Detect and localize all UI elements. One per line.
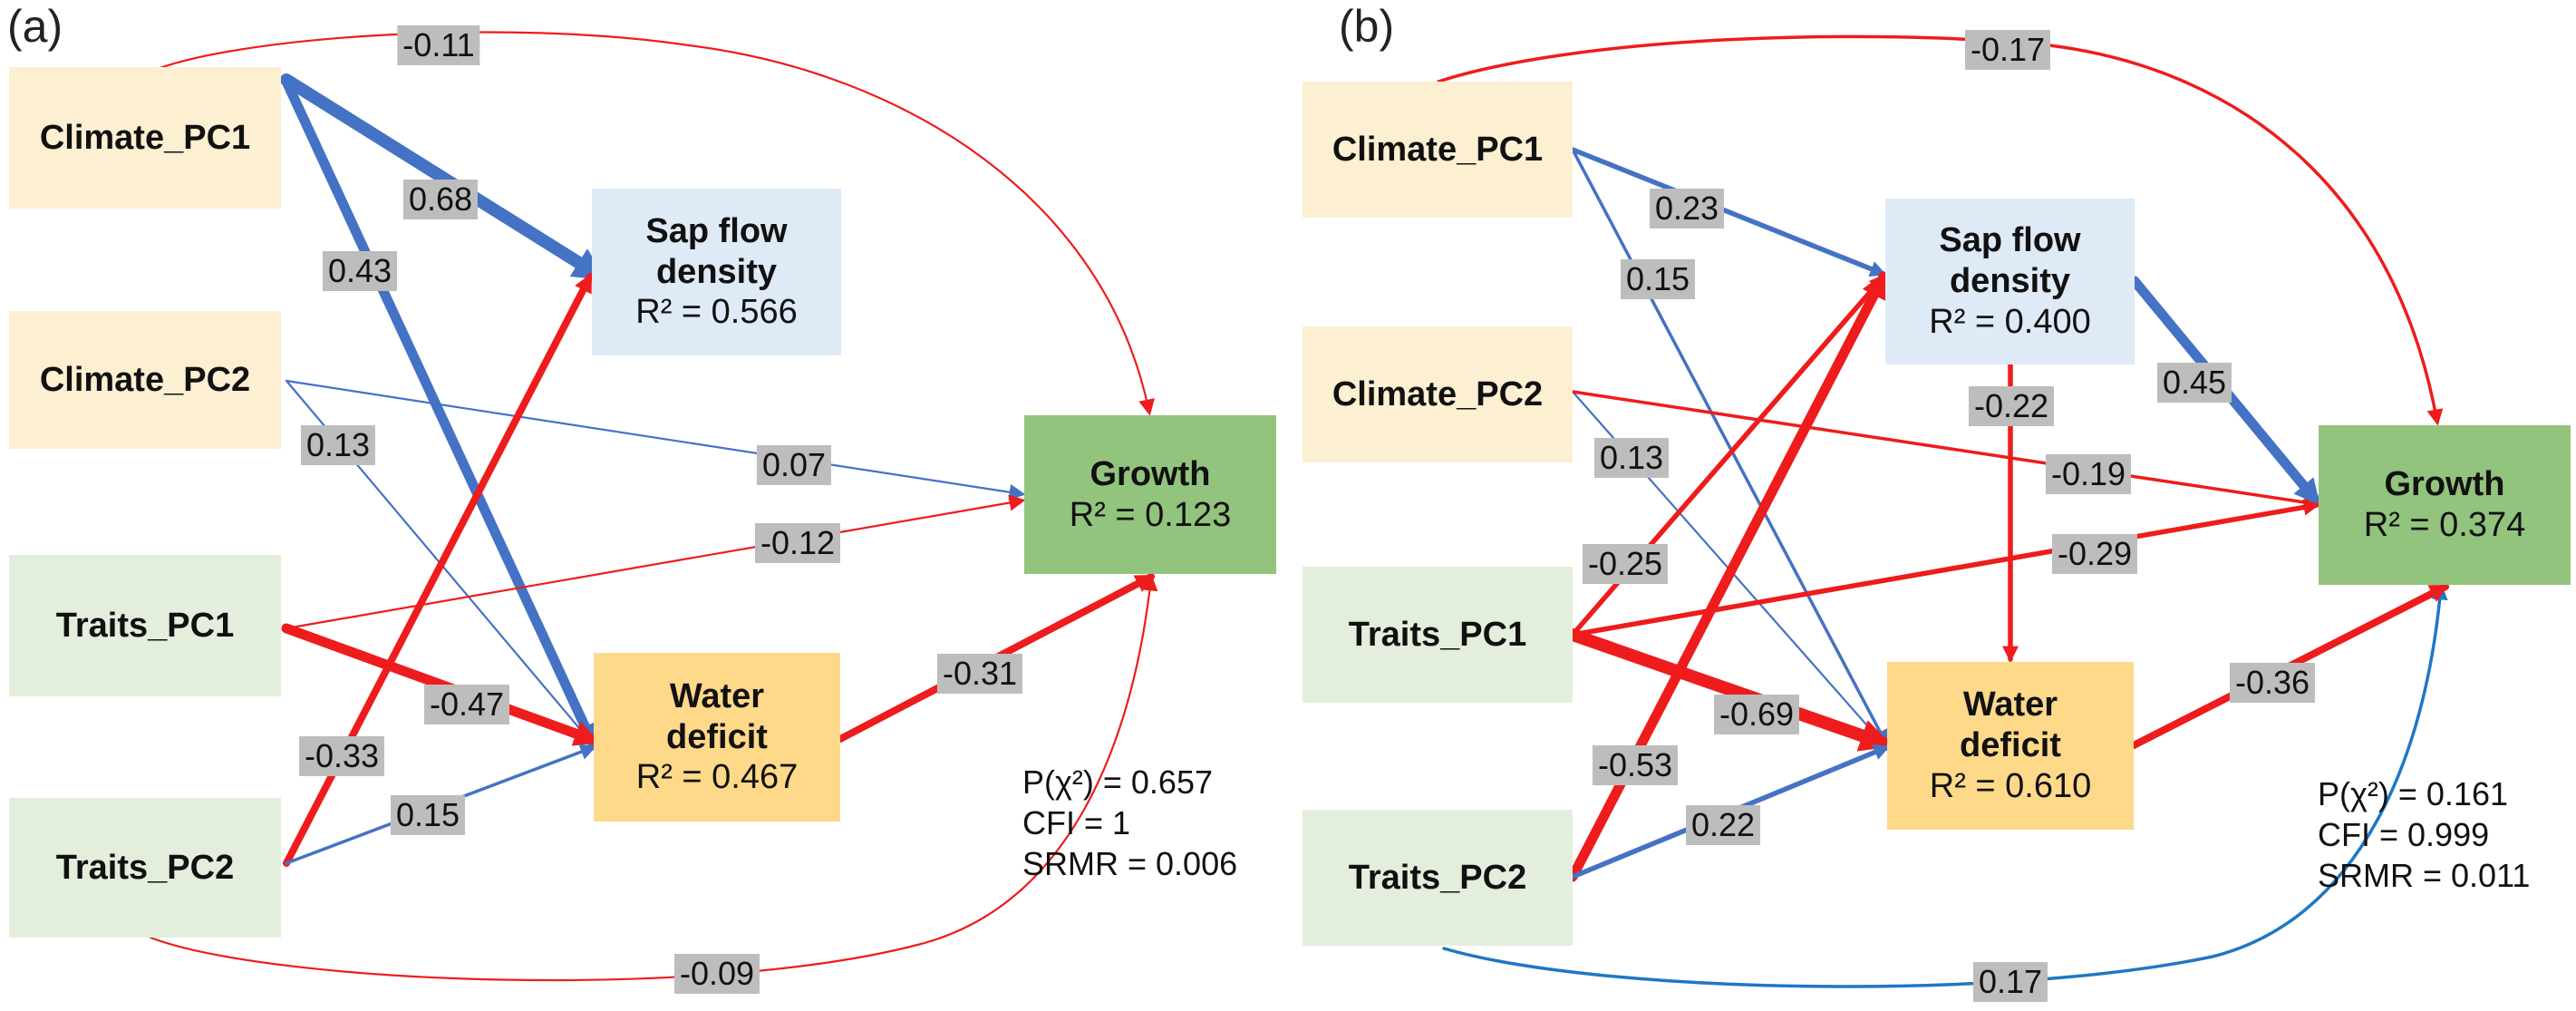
node-water-deficit: Water deficit R² = 0.467 <box>594 653 840 821</box>
coef-traits-pc1-growth: -0.29 <box>2051 534 2138 574</box>
node-climate-pc2: Climate_PC2 <box>9 311 281 449</box>
fit-p-chi2: P(χ²) = 0.657 <box>1022 763 1213 801</box>
coef-traits-pc2-growth: 0.17 <box>1972 962 2048 1002</box>
node-traits-pc1-name: Traits_PC1 <box>55 606 235 645</box>
edge-traits-pc1-growth <box>285 494 1026 630</box>
coef-climate-pc1-sap: 0.23 <box>1649 189 1725 228</box>
coef-traits-pc2-sap: -0.53 <box>1592 745 1679 785</box>
coef-traits-pc2-growth: -0.09 <box>673 954 760 994</box>
node-sap-r2: R² = 0.566 <box>635 293 798 332</box>
node-traits-pc2-name: Traits_PC2 <box>1348 858 1527 897</box>
edge-climate-pc1-growth <box>149 31 1155 416</box>
coef-climate-pc1-growth: -0.11 <box>397 25 480 65</box>
node-water-name-line2: deficit <box>1960 726 2061 765</box>
coef-sap-growth: 0.45 <box>2156 363 2232 403</box>
node-traits-pc2: Traits_PC2 <box>1303 810 1573 946</box>
node-climate-pc1-name: Climate_PC1 <box>1332 130 1544 169</box>
panel-b: (b) Climate_PC1 Climate_PC2 Traits_PC1 T… <box>1288 0 2576 1011</box>
node-water-deficit: Water deficit R² = 0.610 <box>1887 662 2134 830</box>
fit-cfi: CFI = 0.999 <box>2318 816 2490 853</box>
node-traits-pc2: Traits_PC2 <box>9 798 281 938</box>
node-climate-pc1: Climate_PC1 <box>1303 82 1573 218</box>
edge-climate-pc1-sap <box>280 73 607 283</box>
node-climate-pc2-name: Climate_PC2 <box>1332 374 1544 413</box>
coef-climate-pc1-growth: -0.17 <box>1964 30 2051 70</box>
fit-srmr: SRMR = 0.006 <box>1022 845 1238 882</box>
coef-traits-pc1-growth: -0.12 <box>754 523 841 563</box>
coef-sap-water: -0.22 <box>1968 386 2055 426</box>
coef-climate-pc2-water: 0.13 <box>1593 438 1670 478</box>
edge-climate-pc1-water <box>1571 148 1888 747</box>
node-sap-name-line1: Sap flow <box>1939 221 2081 260</box>
node-growth-r2: R² = 0.374 <box>2363 506 2526 544</box>
coef-water-growth: -0.31 <box>936 654 1023 694</box>
edge-traits-pc1-growth <box>1570 499 2320 637</box>
edge-traits-pc1-water <box>1566 628 1893 752</box>
coef-traits-pc2-water: 0.15 <box>390 795 466 835</box>
node-water-name-line1: Water <box>669 676 765 715</box>
edge-traits-pc2-growth <box>149 574 1158 982</box>
node-climate-pc2-name: Climate_PC2 <box>39 360 251 399</box>
coef-traits-pc1-sap: -0.25 <box>1582 544 1669 584</box>
node-growth: Growth R² = 0.374 <box>2319 425 2571 585</box>
edge-climate-pc1-water <box>281 76 599 751</box>
edge-climate-pc1-sap <box>1570 147 1887 277</box>
node-traits-pc1: Traits_PC1 <box>1303 567 1573 703</box>
coef-traits-pc2-sap: -0.33 <box>298 736 385 776</box>
node-traits-pc1: Traits_PC1 <box>9 555 281 696</box>
node-climate-pc1: Climate_PC1 <box>9 67 281 209</box>
coef-climate-pc1-water: 0.43 <box>322 251 398 291</box>
node-traits-pc1-name: Traits_PC1 <box>1348 615 1527 654</box>
panel-a: (a) Climate_PC1 Climate_PC2 Traits_PC1 T… <box>7 1 1276 994</box>
node-water-name-line2: deficit <box>666 717 768 756</box>
node-sap-name-line2: density <box>655 252 778 291</box>
node-growth-name: Growth <box>1089 454 1211 493</box>
node-climate-pc1-name: Climate_PC1 <box>39 118 251 157</box>
fit-p-chi2: P(χ²) = 0.161 <box>2318 775 2508 812</box>
panel-b-label: (b) <box>1339 1 1395 52</box>
coef-traits-pc1-water: -0.69 <box>1713 695 1800 734</box>
coef-climate-pc1-water: 0.15 <box>1620 259 1696 299</box>
coef-climate-pc2-water: 0.13 <box>300 425 376 465</box>
node-sap-name-line1: Sap flow <box>645 211 788 250</box>
fit-srmr: SRMR = 0.011 <box>2318 857 2531 894</box>
node-sap-flow-density: Sap flow density R² = 0.400 <box>1885 199 2135 365</box>
node-growth: Growth R² = 0.123 <box>1024 415 1276 574</box>
node-growth-name: Growth <box>2384 465 2505 504</box>
edge-climate-pc2-growth <box>1571 390 2320 510</box>
node-climate-pc2: Climate_PC2 <box>1303 326 1573 462</box>
coef-water-growth: -0.36 <box>2229 663 2316 703</box>
node-water-r2: R² = 0.610 <box>1929 766 2092 805</box>
fit-cfi: CFI = 1 <box>1022 804 1131 841</box>
panel-a-path-diagram <box>149 31 1158 982</box>
node-sap-name-line2: density <box>1949 262 2071 301</box>
edge-climate-pc2-growth <box>285 379 1026 501</box>
coef-traits-pc1-water: -0.47 <box>423 685 510 724</box>
coef-climate-pc2-growth: -0.19 <box>2045 454 2132 494</box>
node-sap-flow-density: Sap flow density R² = 0.566 <box>592 189 841 355</box>
coef-traits-pc2-water: 0.22 <box>1685 805 1761 845</box>
node-traits-pc2-name: Traits_PC2 <box>55 848 235 887</box>
node-water-r2: R² = 0.467 <box>635 758 799 797</box>
node-growth-r2: R² = 0.123 <box>1069 495 1232 534</box>
node-sap-r2: R² = 0.400 <box>1929 302 2091 341</box>
panel-a-label: (a) <box>7 1 63 52</box>
coef-climate-pc2-growth: 0.07 <box>756 445 832 485</box>
node-water-name-line1: Water <box>1962 685 2058 724</box>
model-fit-stats: P(χ²) = 0.161 CFI = 0.999 SRMR = 0.011 <box>2318 773 2530 896</box>
edge-traits-pc2-growth <box>1442 583 2448 988</box>
model-fit-stats: P(χ²) = 0.657 CFI = 1 SRMR = 0.006 <box>1022 762 1237 884</box>
coef-climate-pc1-sap: 0.68 <box>402 180 479 219</box>
